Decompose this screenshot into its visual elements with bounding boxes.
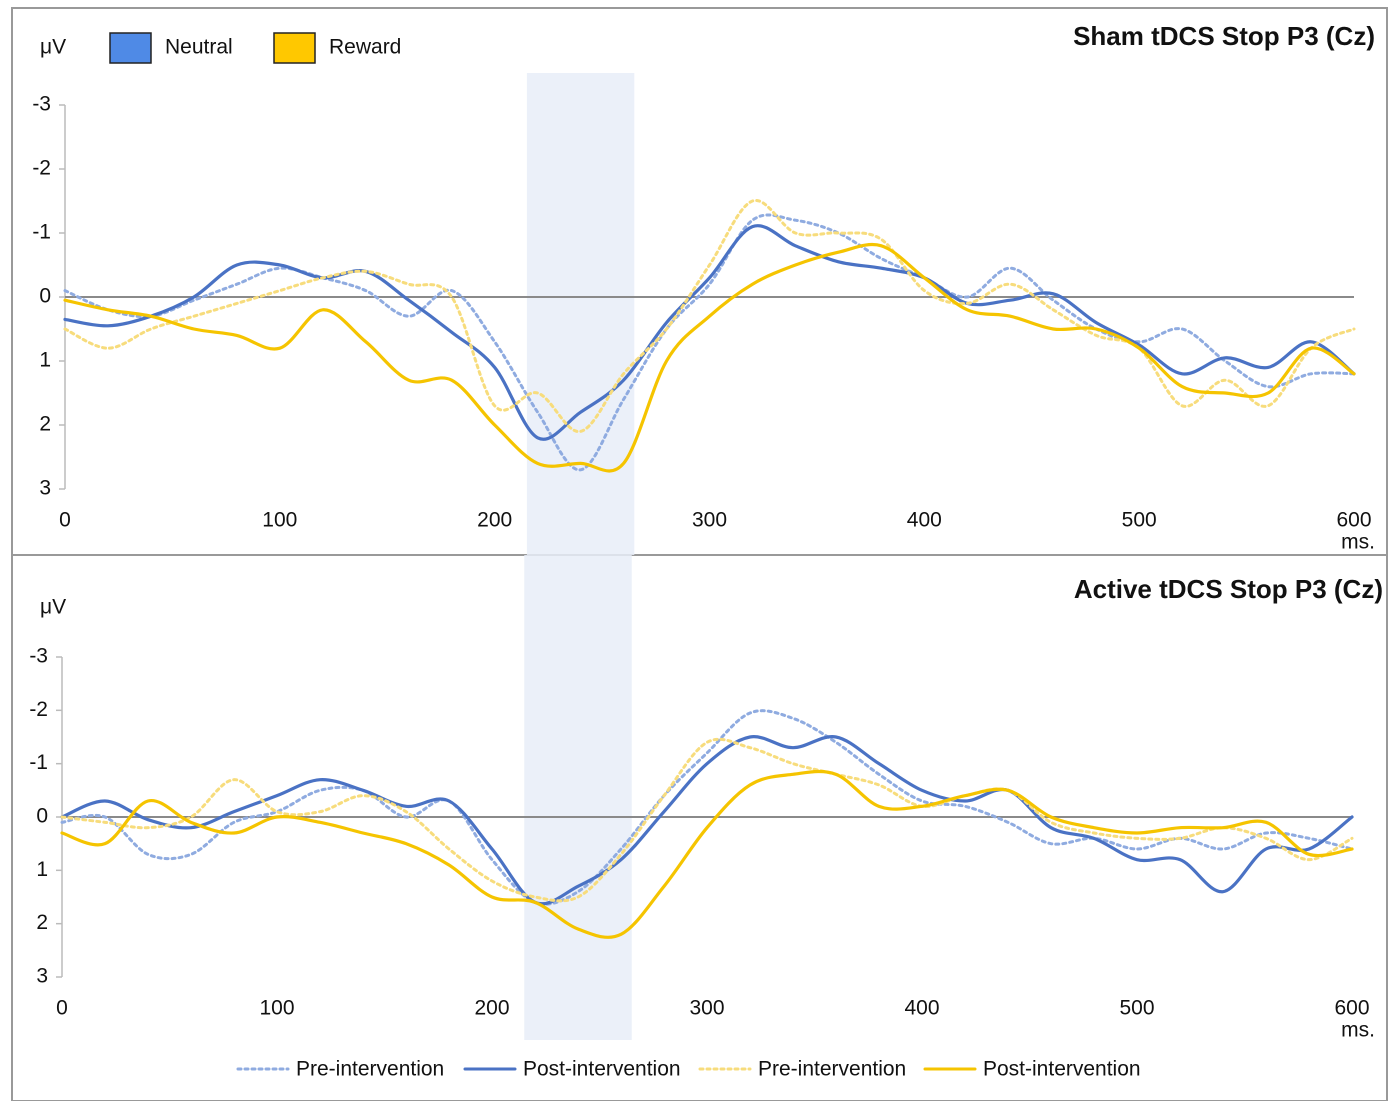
legend-label: Neutral (165, 36, 233, 59)
y-tick-label: -1 (29, 751, 48, 774)
legend-swatch (109, 32, 152, 64)
x-tick-label: 300 (689, 997, 724, 1020)
y-tick-label: 3 (36, 965, 48, 988)
highlight-band (524, 555, 632, 1040)
x-tick-label: 0 (56, 997, 68, 1020)
y-tick-label: 1 (39, 349, 51, 372)
y-tick-label: -3 (29, 645, 48, 668)
series-line (60, 769, 1354, 939)
chart-title: Active tDCS Stop P3 (Cz) (1074, 574, 1383, 604)
legend-label: Pre-intervention (758, 1058, 906, 1081)
series-line (60, 735, 1354, 906)
legend-label: Post-intervention (983, 1058, 1141, 1081)
series-line (63, 242, 1356, 473)
x-tick-label: 200 (474, 997, 509, 1020)
y-tick-label: -1 (32, 221, 51, 244)
x-tick-label: 100 (259, 997, 294, 1020)
x-tick-label: 300 (692, 509, 727, 532)
legend-swatch (273, 32, 316, 64)
y-tick-label: -2 (32, 157, 51, 180)
legend-label: Reward (329, 36, 401, 59)
x-tick-label: 600 (1336, 509, 1371, 532)
x-tick-label: 0 (59, 509, 71, 532)
y-tick-label: 2 (36, 911, 48, 934)
y-tick-label: 0 (36, 805, 48, 828)
chart-title: Sham tDCS Stop P3 (Cz) (1073, 21, 1375, 51)
x-tick-label: 500 (1122, 509, 1157, 532)
series-line (63, 224, 1356, 441)
y-axis-label: μV (40, 596, 66, 619)
x-axis-label: ms. (1341, 531, 1375, 554)
x-tick-label: 400 (907, 509, 942, 532)
panel-frame (11, 554, 1388, 1101)
y-tick-label: -3 (32, 93, 51, 116)
x-axis-label: ms. (1341, 1019, 1375, 1042)
series-line (60, 709, 1354, 906)
highlight-band (526, 73, 635, 555)
y-tick-label: 0 (39, 285, 51, 308)
x-tick-label: 100 (262, 509, 297, 532)
legend-label: Post-intervention (523, 1058, 681, 1081)
x-tick-label: 400 (904, 997, 939, 1020)
y-tick-label: 2 (39, 413, 51, 436)
legend-label: Pre-intervention (296, 1058, 444, 1081)
series-line (60, 737, 1354, 903)
y-tick-label: -2 (29, 698, 48, 721)
x-tick-label: 200 (477, 509, 512, 532)
y-tick-label: 1 (36, 858, 48, 881)
x-tick-label: 500 (1119, 997, 1154, 1020)
x-tick-label: 600 (1334, 997, 1369, 1020)
y-tick-label: 3 (39, 477, 51, 500)
series-line (63, 213, 1356, 472)
y-axis-label: μV (40, 36, 66, 59)
